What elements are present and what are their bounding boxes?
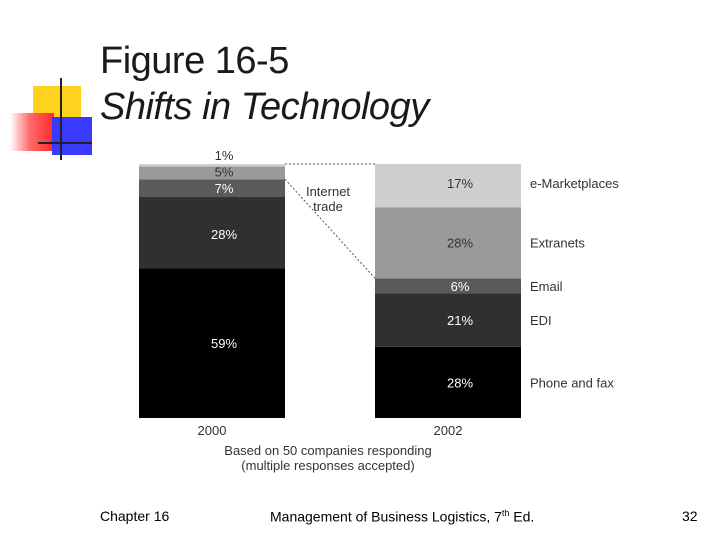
x-tick-label-2000: 2000 [198,423,227,438]
figure-subtitle: Shifts in Technology [100,86,429,128]
data-label-2002-email: 6% [451,279,470,294]
footer-page-number: 32 [682,508,698,524]
data-label-2000-edi: 28% [211,227,237,242]
decor-red-square [10,113,54,151]
data-label-2000-extranets: 5% [215,165,234,180]
annotation-line-2: trade [313,199,343,214]
bar-2000-e-marketplaces [139,164,285,167]
annotation-line-1: Internet [306,184,350,199]
bar-2002-email [375,278,521,294]
data-label-2002-phone-and-fax: 28% [447,375,473,390]
legend-label-email: Email [530,279,563,294]
data-label-2002-edi: 21% [447,313,473,328]
figure-title: Figure 16-5 [100,40,289,82]
x-tick-label-2002: 2002 [434,423,463,438]
footer-chapter: Chapter 16 [100,508,170,524]
data-label-2000-phone-and-fax: 59% [211,336,237,351]
legend-label-edi: EDI [530,313,552,328]
data-label-2000-e-marketplaces: 1% [215,148,234,163]
footer-book-sup: th [501,508,510,518]
decor-horizontal-line [38,142,92,144]
decor-blue-square [52,117,92,155]
bar-2000-email [139,179,285,198]
data-label-2002-extranets: 28% [447,236,473,251]
legend-label-extranets: Extranets [530,236,585,251]
bar-2000-phone-and-fax [139,268,285,418]
data-label-2002-e-marketplaces: 17% [447,176,473,191]
bar-2000-extranets [139,166,285,180]
legend-label-phone-and-fax: Phone and fax [530,375,614,390]
chart-note-line-1: Based on 50 companies responding [224,443,431,458]
bar-2002-extranets [375,207,521,279]
bar-2000-edi [139,197,285,269]
chart-note-line-2: (multiple responses accepted) [241,458,414,473]
data-label-2000-email: 7% [215,181,234,196]
footer-book-title: Management of Business Logistics, 7th Ed… [270,508,534,525]
bar-2002-edi [375,293,521,347]
legend-label-e-marketplaces: e-Marketplaces [530,176,619,191]
bar-2002-phone-and-fax [375,346,521,418]
footer-book-end: Ed. [509,508,535,525]
decor-vertical-line [60,78,62,160]
footer-book-text: Management of Business Logistics, 7 [270,508,502,525]
bar-2002-e-marketplaces [375,164,521,208]
